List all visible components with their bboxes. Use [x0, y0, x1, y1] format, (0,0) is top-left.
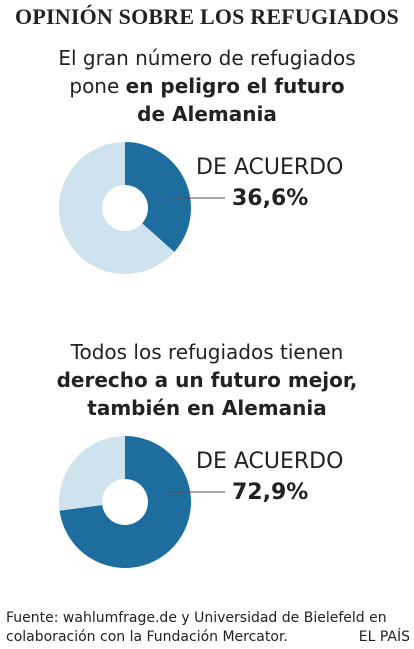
source-footer: Fuente: wahlumfrage.de y Universidad de …	[6, 609, 410, 647]
statement-2-line-2: derecho a un futuro mejor,	[56, 368, 358, 392]
chart-section-2: Todos los refugiados tienen derecho a un…	[0, 334, 414, 634]
statement-1-line-3: de Alemania	[137, 102, 277, 126]
source-line-1: Fuente: wahlumfrage.de y Universidad de …	[6, 610, 387, 626]
agree-value-1: 36,6%	[232, 186, 309, 211]
statement-1: El gran número de refugiados pone en pel…	[0, 44, 414, 128]
agree-value-2: 72,9%	[232, 480, 309, 505]
chart-title: OPINIÓN SOBRE LOS REFUGIADOS	[15, 4, 399, 29]
statement-2: Todos los refugiados tienen derecho a un…	[0, 338, 414, 422]
donut-slice-rest	[58, 436, 125, 511]
agree-label-2: DE ACUERDO	[196, 449, 344, 474]
statement-2-line-1: Todos los refugiados tienen	[70, 340, 344, 364]
donut-chart-1	[59, 142, 225, 274]
statement-2-line-3: también en Alemania	[87, 396, 327, 420]
publisher-brand: EL PAÍS	[358, 629, 410, 645]
statement-1-line-2-bold: en peligro el futuro	[125, 74, 345, 98]
donut-chart-2	[58, 436, 225, 568]
chart-section-1: El gran número de refugiados pone en pel…	[0, 40, 414, 340]
source-line-2-text: colaboración con la Fundación Mercator.	[6, 629, 288, 645]
statement-1-line-2-regular: pone	[69, 74, 126, 98]
agree-label-1: DE ACUERDO	[196, 155, 344, 180]
donut-slice-agree	[125, 142, 192, 252]
statement-1-line-2: pone en peligro el futuro	[0, 72, 414, 100]
donut-slice-agree	[59, 436, 191, 568]
source-line-2: colaboración con la Fundación Mercator. E…	[6, 628, 410, 647]
statement-1-line-1: El gran número de refugiados	[58, 46, 356, 70]
donut-slice-rest	[59, 142, 175, 274]
